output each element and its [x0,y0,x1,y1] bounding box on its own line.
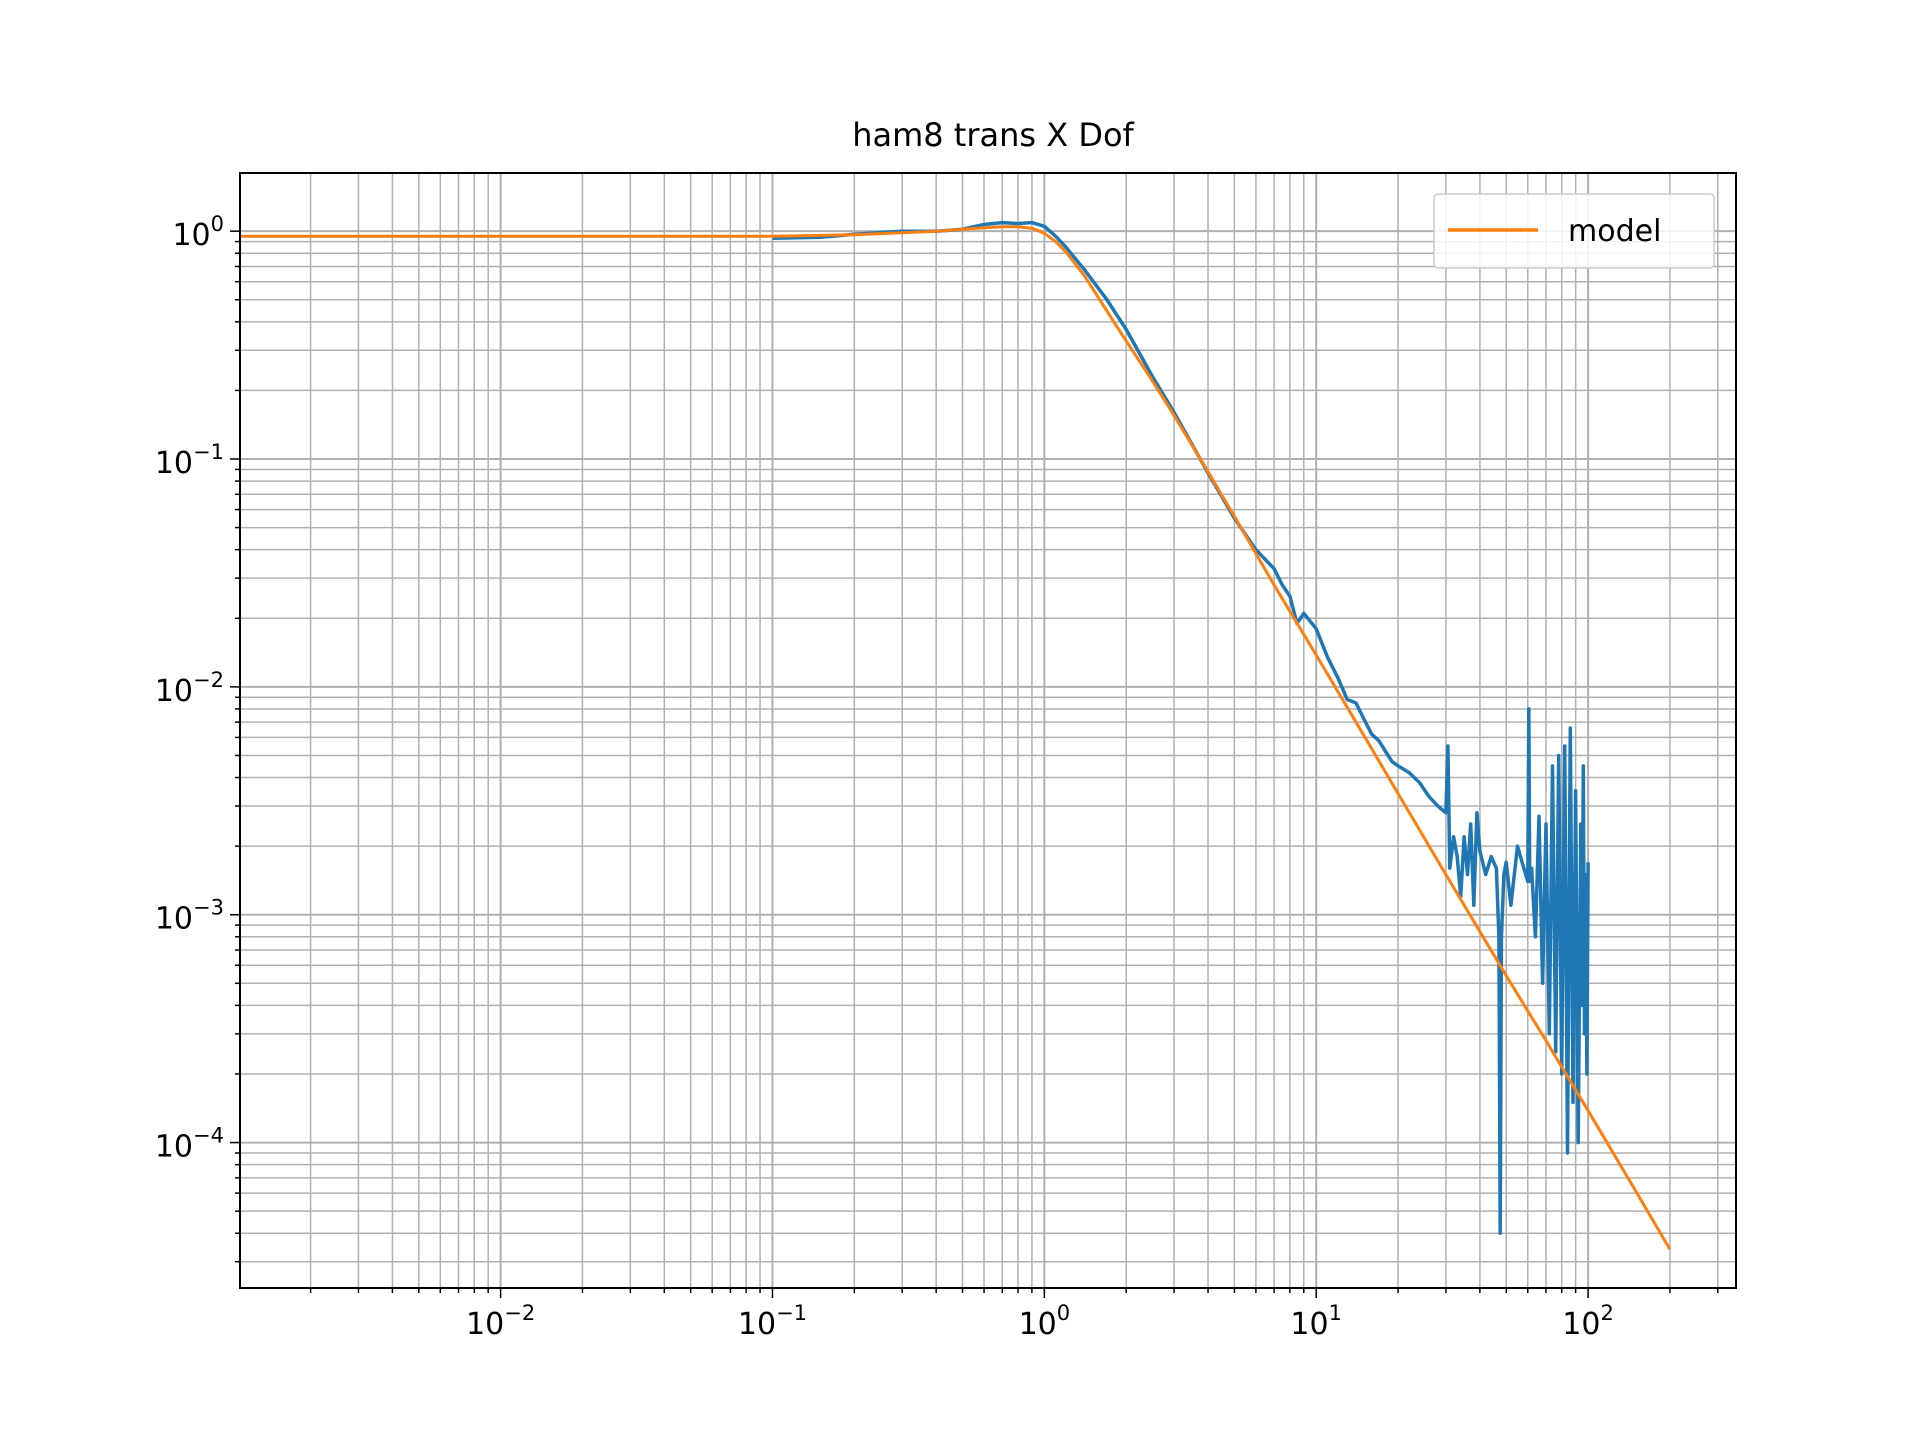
measured-series-line [772,220,1590,1235]
x-tick-label: 101 [1290,1301,1342,1342]
grid-lines [240,173,1736,1288]
legend-box [1433,193,1715,269]
y-tick-label: 10−4 [155,1124,224,1165]
y-tick-label: 10−3 [155,896,224,937]
plot-frame [239,172,1737,1289]
series-lines [240,220,1672,1251]
legend: model [1433,193,1715,269]
chart-title: ham8 trans X Dof [852,116,1134,154]
x-tick-label: 10−2 [466,1301,535,1342]
x-tick-label: 102 [1562,1301,1614,1342]
x-tick-label: 10−1 [738,1301,807,1342]
x-tick-label: 100 [1019,1301,1071,1342]
y-tick-label: 10−1 [155,440,224,481]
y-tick-label: 100 [172,212,224,253]
y-tick-label: 10−2 [155,668,224,709]
legend-model-label: model [1568,214,1661,249]
tick-labels: 10−2 10−1 100 101 102 100 10−1 10−2 10−3 10−4 [155,212,1614,1342]
model-series-line [240,225,1672,1251]
